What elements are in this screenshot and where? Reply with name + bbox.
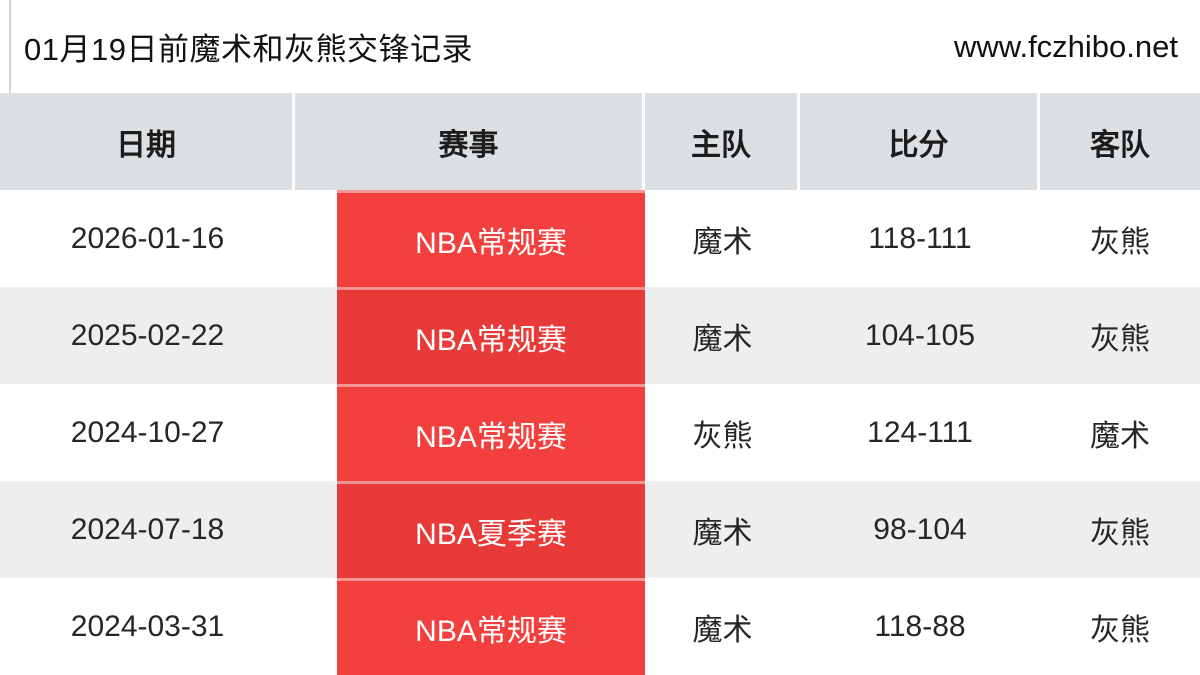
event-badge: NBA夏季赛 bbox=[337, 481, 645, 578]
away-team-cell: 灰熊 bbox=[1090, 322, 1150, 356]
site-url: www.fczhibo.net bbox=[954, 28, 1178, 64]
away-team-cell: 魔术 bbox=[1090, 419, 1150, 453]
table-row: 2024-03-31 NBA常规赛 魔术 118-88 灰熊 bbox=[0, 578, 1200, 675]
score-cell: 124-111 bbox=[867, 415, 973, 449]
col-header-event: 赛事 bbox=[295, 93, 645, 190]
date-cell: 2025-02-22 bbox=[70, 318, 225, 352]
score-cell: 118-88 bbox=[874, 609, 966, 643]
col-header-home: 主队 bbox=[645, 93, 800, 190]
table-row: 2026-01-16 NBA常规赛 魔术 118-111 灰熊 bbox=[0, 190, 1200, 287]
event-badge: NBA常规赛 bbox=[337, 190, 645, 287]
event-cell: NBA常规赛 bbox=[295, 384, 645, 481]
home-team-cell: 魔术 bbox=[692, 516, 753, 550]
table-header-row: 日期 赛事 主队 比分 客队 bbox=[0, 93, 1200, 190]
event-badge: NBA常规赛 bbox=[337, 578, 645, 675]
page-title: 01月19日前魔术和灰熊交锋记录 bbox=[24, 32, 473, 67]
event-cell: NBA常规赛 bbox=[295, 190, 645, 287]
event-badge: NBA常规赛 bbox=[337, 384, 645, 481]
head-to-head-table: 日期 赛事 主队 比分 客队 2026-01-16 NBA常规赛 魔术 118-… bbox=[0, 93, 1200, 675]
col-header-date: 日期 bbox=[0, 93, 295, 190]
title-bar: 01月19日前魔术和灰熊交锋记录 www.fczhibo.net bbox=[0, 0, 1200, 93]
col-header-away: 客队 bbox=[1090, 128, 1150, 162]
home-team-cell: 灰熊 bbox=[692, 419, 753, 453]
event-cell: NBA常规赛 bbox=[295, 287, 645, 384]
score-cell: 118-111 bbox=[868, 221, 972, 255]
title-left-border bbox=[9, 0, 11, 93]
event-badge: NBA常规赛 bbox=[337, 287, 645, 384]
score-cell: 104-105 bbox=[864, 318, 976, 352]
table-row: 2024-07-18 NBA夏季赛 魔术 98-104 灰熊 bbox=[0, 481, 1200, 578]
event-cell: NBA夏季赛 bbox=[295, 481, 645, 578]
home-team-cell: 魔术 bbox=[692, 225, 753, 259]
date-cell: 2024-03-31 bbox=[70, 609, 225, 643]
table-row: 2024-10-27 NBA常规赛 灰熊 124-111 魔术 bbox=[0, 384, 1200, 481]
date-cell: 2024-07-18 bbox=[70, 512, 225, 546]
home-team-cell: 魔术 bbox=[692, 613, 753, 647]
away-team-cell: 灰熊 bbox=[1090, 516, 1150, 550]
away-team-cell: 灰熊 bbox=[1090, 225, 1150, 259]
table-row: 2025-02-22 NBA常规赛 魔术 104-105 灰熊 bbox=[0, 287, 1200, 384]
event-cell: NBA常规赛 bbox=[295, 578, 645, 675]
home-team-cell: 魔术 bbox=[692, 322, 753, 356]
away-team-cell: 灰熊 bbox=[1090, 613, 1150, 647]
score-cell: 98-104 bbox=[873, 512, 967, 546]
date-cell: 2024-10-27 bbox=[70, 415, 225, 449]
col-header-score: 比分 bbox=[800, 93, 1040, 190]
date-cell: 2026-01-16 bbox=[70, 221, 225, 255]
